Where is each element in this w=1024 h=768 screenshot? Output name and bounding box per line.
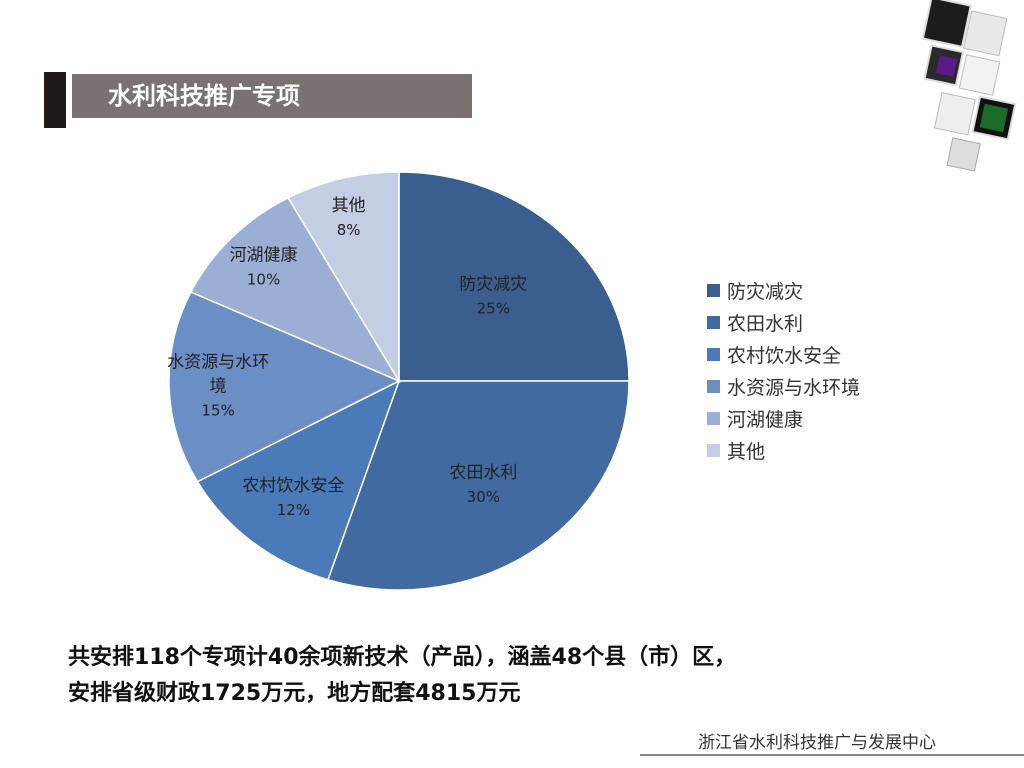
legend-swatch-5 [707,411,720,425]
pie-label-1: 防灾减灾 [459,274,527,294]
legend-label-2: 农田水利 [727,312,804,335]
pie-label-3: 农村饮水安全 [242,476,344,496]
footer-organization: 浙江省水利科技推广与发展中心 [698,733,936,753]
footer-divider [640,754,1024,756]
legend-label-3: 农村饮水安全 [727,344,842,367]
legend-swatch-2 [707,315,720,329]
legend-swatch-6 [707,443,720,457]
title-bar [72,74,472,118]
title-accent-bar [44,72,66,128]
decorative-corner-graphic [921,0,1017,172]
summary-line-1: 共安排118个专项计40余项新技术（产品），涵盖48个县（市）区， [68,645,737,670]
pie-value-6: 8% [337,221,361,239]
legend-swatch-3 [707,347,720,361]
pie-slice-1 [398,171,630,382]
pie-slices [168,171,630,591]
pie-value-4: 15% [201,402,234,420]
pie-slice-6 [287,171,400,384]
legend-swatch-4 [707,379,720,393]
pie-slice-3 [196,379,401,581]
legend-item-4: 水资源与水环境 [707,370,860,402]
legend-label-5: 河湖健康 [727,408,804,431]
pie-value-5: 10% [247,270,280,288]
legend-label-6: 其他 [727,440,766,463]
pie-value-1: 25% [477,299,510,317]
pie-label-6: 其他 [332,196,366,216]
chart-legend: 防灾减灾农田水利农村饮水安全 水资源与水环境 河湖健康其他 [707,274,860,466]
legend-item-6: 其他 [707,434,860,466]
pie-label-4: 水资源与水环境 [167,353,269,397]
legend-item-2: 农田水利 [707,306,860,338]
summary-line-2: 安排省级财政1725万元，地方配套4815万元 [68,681,521,706]
legend-item-3: 农村饮水安全 [707,338,860,370]
pie-label-2: 农田水利 [449,463,517,483]
pie-slice-2 [326,380,630,591]
pie-slice-5 [189,196,401,383]
slide-title: 水利科技推广专项 [108,82,300,110]
pie-value-3: 12% [277,501,310,519]
pie-slice-4 [168,291,401,483]
legend-label-1: 防灾减灾 [727,280,804,303]
pie-value-2: 30% [467,488,500,506]
pie-labels: 防灾减灾 25% 农田水利 30% 农村饮水安全 12% 水资源与水环境 15% 河湖健康 10%… [167,196,527,519]
legend-item-5: 河湖健康 [707,402,860,434]
legend-label-4: 水资源与水环境 [727,376,861,399]
pie-label-5: 河湖健康 [230,245,298,265]
legend-swatch-1 [707,283,720,297]
summary-text: 共安排118个专项计40余项新技术（产品），涵盖48个县（市）区， 安排省级财政… [68,640,948,712]
legend-item-1: 防灾减灾 [707,274,860,306]
